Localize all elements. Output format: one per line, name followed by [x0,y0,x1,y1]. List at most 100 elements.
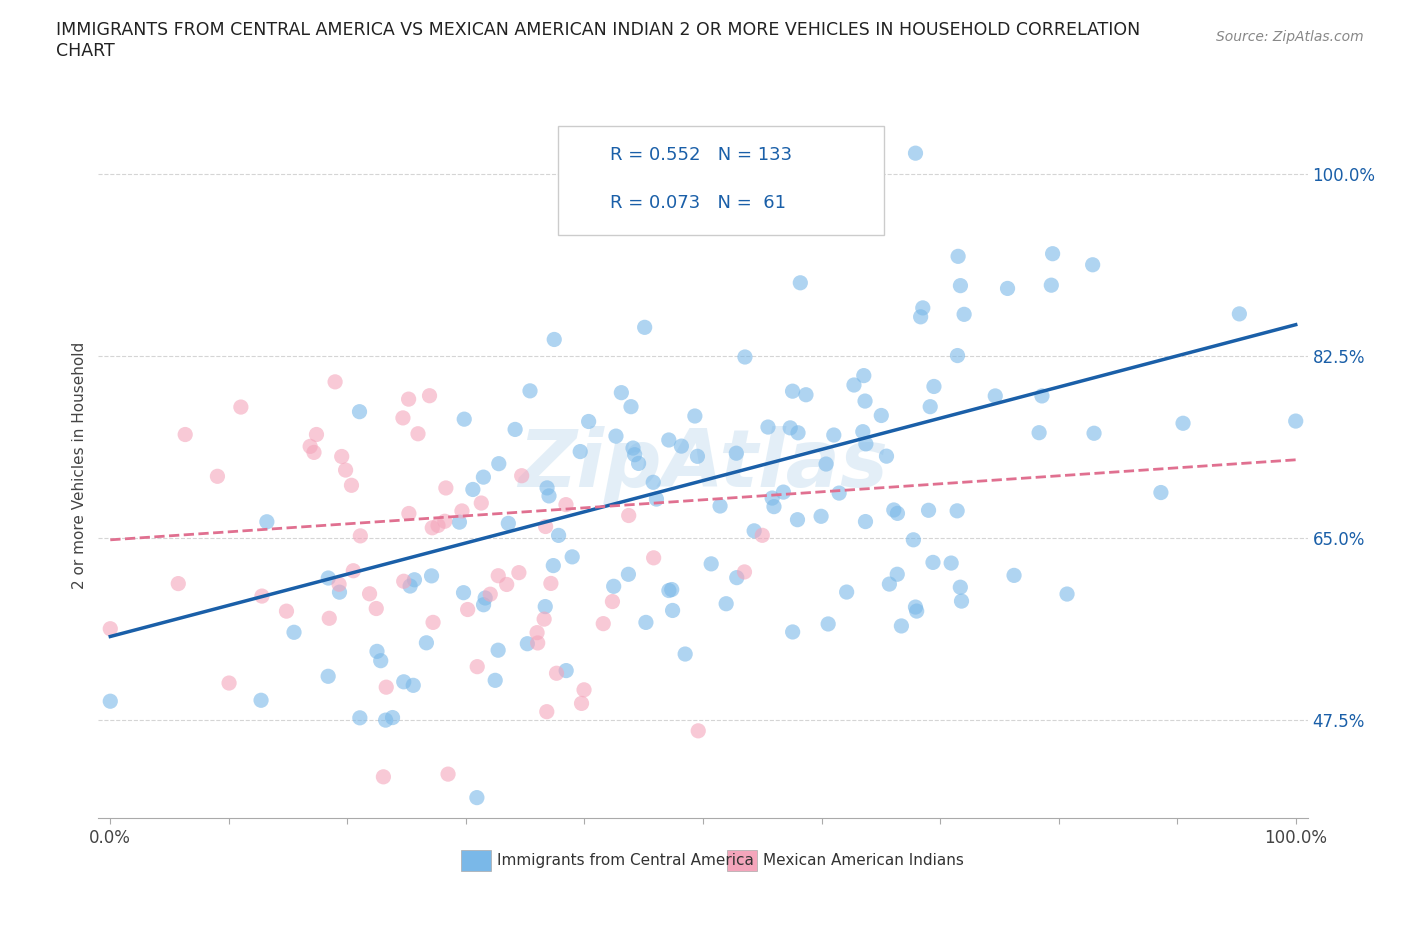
Point [688,724,710,738]
Point [167,577,190,591]
Point [1042,246,1064,261]
Point [855,436,877,451]
Point [876,449,898,464]
Point [420,568,443,583]
Point [305,427,328,442]
Point [714,596,737,611]
Point [451,503,474,518]
Point [484,673,506,688]
Point [1002,568,1025,583]
Point [997,281,1019,296]
Point [922,379,945,394]
Point [762,499,785,514]
Point [643,551,665,565]
FancyBboxPatch shape [569,138,600,184]
Point [486,643,509,658]
Point [610,385,633,400]
Point [605,429,627,444]
Point [398,392,420,406]
Point [789,275,811,290]
Point [250,693,273,708]
FancyBboxPatch shape [727,850,758,871]
Point [543,332,565,347]
Point [673,646,696,661]
Point [643,475,665,490]
Point [949,278,972,293]
Point [627,456,650,471]
Point [335,462,357,477]
Point [786,512,808,527]
FancyBboxPatch shape [461,850,492,871]
Point [402,678,425,693]
Point [316,571,339,586]
Point [342,564,364,578]
Point [946,503,969,518]
Point [526,625,548,640]
Point [420,521,443,536]
Point [328,577,350,591]
Point [949,579,972,594]
Point [725,445,748,460]
Point [634,320,657,335]
Point [283,625,305,640]
Point [782,384,804,399]
Point [218,675,240,690]
Point [661,582,683,597]
Point [546,666,568,681]
Point [465,659,488,674]
Point [1056,587,1078,602]
Point [910,310,932,325]
Point [903,532,925,547]
Point [472,597,495,612]
Point [904,600,927,615]
Text: R = 0.552   N = 133: R = 0.552 N = 133 [610,146,792,165]
Point [404,572,426,587]
Point [470,496,492,511]
Point [734,350,756,365]
Point [229,400,252,415]
Point [486,568,509,583]
Point [318,611,340,626]
Point [1150,485,1173,500]
Point [503,422,526,437]
Point [534,519,557,534]
Point [1031,389,1053,404]
Point [794,387,817,402]
Point [340,478,363,493]
Point [526,635,548,650]
Point [953,307,976,322]
Point [602,594,624,609]
Point [349,405,371,419]
Point [370,653,392,668]
Point [561,550,583,565]
Point [381,711,404,725]
Point [772,485,794,499]
Point [392,410,415,425]
Point [510,469,533,484]
Point [302,445,325,459]
Point [879,577,901,591]
Point [756,419,779,434]
FancyBboxPatch shape [558,126,884,235]
Point [700,556,723,571]
Point [373,769,395,784]
Point [779,420,801,435]
Point [1028,425,1050,440]
Point [406,426,429,441]
Point [671,439,693,454]
Point [555,498,578,512]
Point [905,604,928,618]
Point [787,425,810,440]
Point [392,574,415,589]
Point [1081,258,1104,272]
Point [299,439,322,454]
Point [661,603,683,618]
Point [330,449,353,464]
Point [375,680,398,695]
Point [399,578,422,593]
Point [256,514,278,529]
Point [498,516,520,531]
Point [815,457,838,472]
Point [433,514,456,529]
Point [810,509,832,524]
